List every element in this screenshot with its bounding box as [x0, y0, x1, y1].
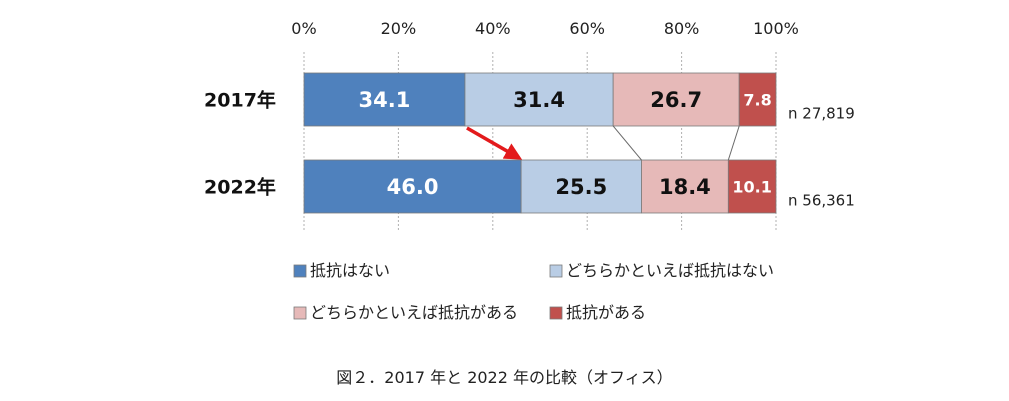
x-tick-label: 40% [475, 19, 511, 38]
bar-segment [727, 159, 777, 214]
data-label: 7.8 [743, 90, 771, 109]
legend-swatch [549, 264, 563, 278]
change-arrow [466, 126, 523, 160]
legend-swatch [293, 306, 307, 320]
connector-line [612, 125, 642, 161]
x-tick-label: 20% [381, 19, 417, 38]
x-tick-label: 60% [569, 19, 605, 38]
data-label: 31.4 [513, 88, 565, 112]
legend-swatch [549, 306, 563, 320]
stacked-bar-chart: 0% 20% 40% 60% 80% 100% 34.1 31.4 26.7 7.8 46.0 25… [204, 19, 855, 322]
category-labels: 2017年 n 27,819 2022年 n 56,361 [204, 89, 855, 210]
data-label: 18.4 [659, 175, 711, 199]
data-label: 26.7 [650, 88, 702, 112]
connector-line [727, 125, 740, 161]
legend-label: どちらかといえば抵抗がある [310, 303, 518, 322]
data-labels: 34.1 31.4 26.7 7.8 46.0 25.5 18.4 10.1 [359, 88, 772, 199]
data-label: 46.0 [387, 175, 439, 199]
legend-label: 抵抗はない [310, 261, 390, 280]
legend-label: どちらかといえば抵抗はない [566, 261, 774, 280]
sample-size-label: n 27,819 [788, 105, 855, 123]
x-tick-label: 100% [753, 19, 799, 38]
bar-segment [641, 159, 729, 214]
data-label: 25.5 [555, 175, 607, 199]
data-label: 34.1 [359, 88, 411, 112]
bar-segment [303, 159, 522, 214]
data-label: 10.1 [732, 177, 771, 196]
legend-label: 抵抗がある [566, 303, 646, 322]
sample-size-label: n 56,361 [788, 192, 855, 210]
category-label: 2017年 [204, 89, 276, 112]
x-tick-labels: 0% 20% 40% 60% 80% 100% [291, 19, 799, 38]
series-connectors [612, 125, 740, 161]
category-label: 2022年 [204, 176, 276, 199]
bar-segment [303, 72, 466, 127]
legend-swatch [293, 264, 307, 278]
figure-caption: 図２．2017 年と 2022 年の比較（オフィス） [336, 368, 673, 387]
bar-segment [738, 72, 777, 127]
bar-segment [520, 159, 642, 214]
annotation [466, 126, 523, 160]
bars [303, 72, 777, 214]
x-tick-label: 0% [291, 19, 316, 38]
x-tick-label: 80% [664, 19, 700, 38]
